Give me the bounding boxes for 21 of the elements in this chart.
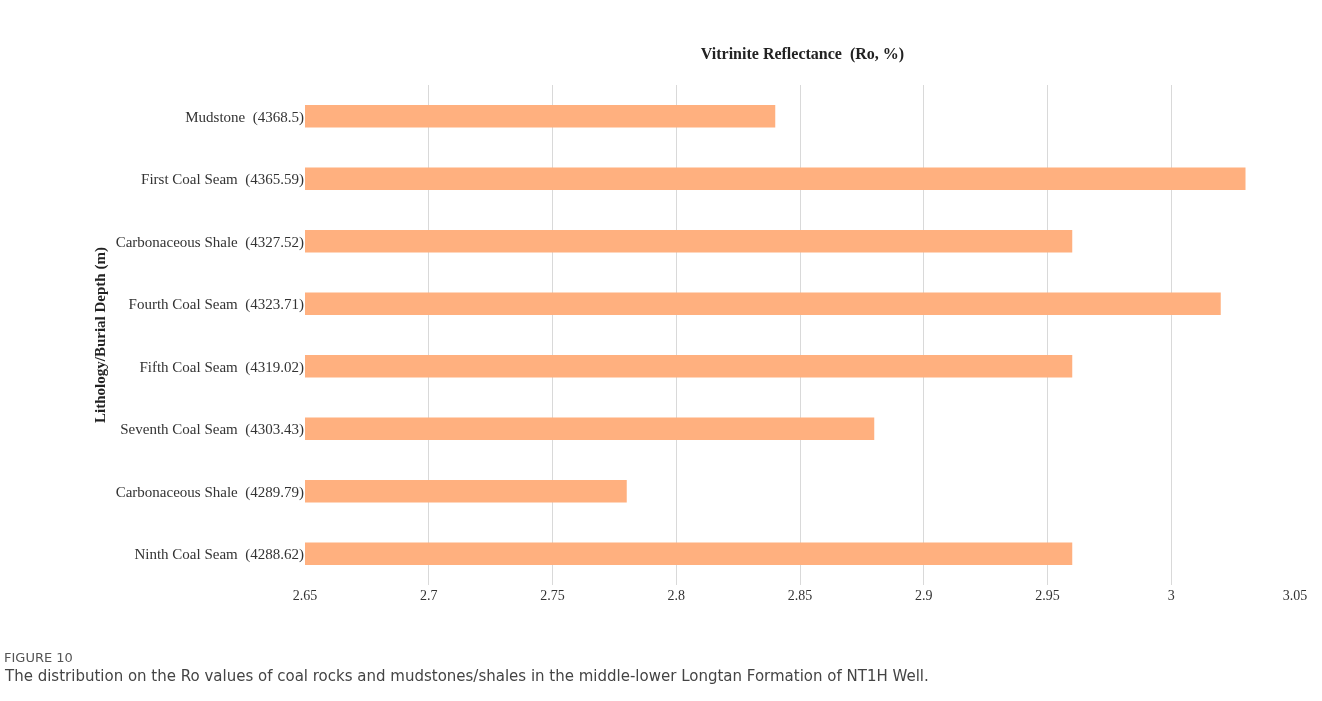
chart-title: Vitrinite Reflectance (Ro, %) [700,44,905,63]
x-tick-label: 3.05 [1282,588,1308,603]
x-tick-label: 2.85 [787,588,813,603]
x-tick-label: 2.65 [292,588,318,603]
x-tick-label: 3 [1167,588,1175,603]
y-tick-label: Mudstone (4368.5) [185,108,304,126]
x-tick-label: 2.7 [420,588,438,603]
y-tick-label: Ninth Coal Seam (4288.62) [134,546,304,563]
x-tick-label: 2.8 [667,588,685,603]
y-tick-label: Fifth Coal Seam (4319.02) [139,358,304,376]
y-tick-label: Seventh Coal Seam (4303.43) [120,421,304,438]
y-tick-label: Carbonaceous Shale (4327.52) [115,233,304,251]
y-axis-title: Lithology/Burial Depth (m) [91,247,109,423]
caption: FIGURE 10 [4,650,73,665]
y-tick-label: Carbonaceous Shale (4289.79) [115,483,304,501]
text: The distribution on the Ro values of coal rocks and mudstones/shales in the middle-lower Longtan Formation of NT1H Well. [4,667,929,685]
y-tick-label: Fourth Coal Seam (4323.71) [128,296,304,313]
x-tick-label: 2.75 [540,588,565,603]
x-tick-label: 2.9 [915,588,933,603]
y-tick-label: First Coal Seam (4365.59) [141,171,304,188]
x-tick-label: 2.95 [1035,588,1060,603]
